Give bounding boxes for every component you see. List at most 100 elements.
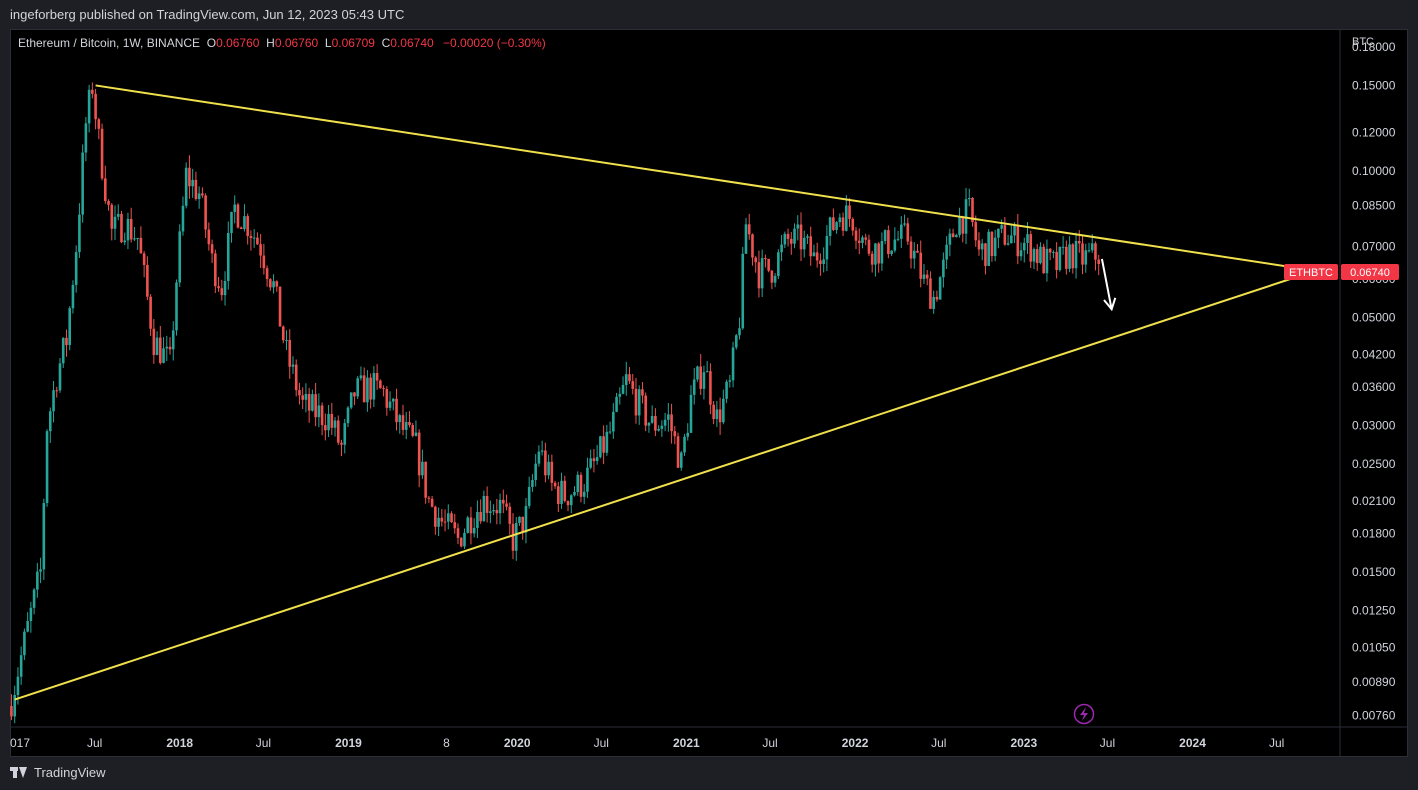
candle-body (605, 431, 609, 453)
candle-body (269, 279, 272, 288)
price-axis-tick: 0.02100 (1352, 494, 1396, 508)
candle-body (479, 511, 482, 522)
trendline (95, 84, 1316, 272)
candle-body (709, 371, 712, 405)
tradingview-logo-icon[interactable] (10, 767, 28, 778)
time-axis-tick: 2020 (504, 736, 531, 750)
candle-body (725, 381, 728, 399)
time-axis-tick: Jul (87, 736, 102, 750)
candle-body (74, 252, 78, 285)
candle-body (288, 340, 292, 367)
candle-body (977, 240, 981, 250)
candle-body (129, 218, 133, 240)
candle-body (967, 197, 971, 200)
candle-body (560, 480, 563, 504)
candle-body (1061, 246, 1065, 248)
candle-body (948, 233, 952, 245)
candle-body (1065, 246, 1068, 269)
candle-body (812, 252, 816, 257)
candle-body (236, 204, 240, 228)
footer: TradingView (10, 765, 106, 780)
time-axis-tick: Jul (762, 736, 777, 750)
candle-body (692, 379, 696, 395)
candle-body (469, 517, 473, 534)
lightning-icon[interactable] (1073, 703, 1095, 725)
candle-body (993, 237, 997, 257)
candle-body (1048, 248, 1052, 253)
price-axis-tick: 0.01800 (1352, 526, 1396, 540)
candle-body (815, 252, 819, 261)
candle-body (39, 569, 42, 572)
candle-body (738, 328, 741, 336)
candle-body (984, 243, 987, 266)
candle-body (1019, 250, 1023, 257)
candle-body (514, 522, 518, 551)
candle-body (275, 281, 279, 287)
candle-body (534, 463, 537, 481)
candle-body (971, 197, 974, 223)
candle-body (647, 422, 651, 426)
candle-body (955, 235, 958, 238)
legend-open-label: O (206, 36, 217, 50)
price-tag-value-bg (1341, 264, 1399, 280)
candle-body (870, 253, 874, 265)
candle-body (450, 513, 453, 523)
candle-body (45, 431, 49, 504)
candle-body (900, 224, 903, 239)
candle-body (734, 335, 738, 348)
footer-brand[interactable]: TradingView (34, 765, 106, 780)
candle-body (951, 233, 955, 238)
price-axis-tick: 0.12000 (1352, 126, 1396, 140)
candle-body (867, 239, 871, 254)
candle-body (71, 284, 75, 309)
candle-body (712, 404, 715, 420)
candle-body (230, 211, 233, 234)
candle-body (987, 231, 990, 266)
candle-body (654, 415, 657, 431)
chart-panel[interactable] (10, 29, 1408, 757)
candle-body (404, 421, 408, 430)
candle-body (252, 237, 256, 239)
candle-body (233, 204, 237, 212)
candle-body (116, 213, 120, 217)
candle-body (942, 259, 945, 278)
candle-body (446, 513, 450, 522)
candle-body (152, 328, 156, 355)
candle-body (61, 337, 65, 364)
time-axis-tick: 8 (443, 736, 450, 750)
time-axis-tick: 2018 (166, 736, 193, 750)
candle-body (356, 378, 359, 397)
candle-body (980, 243, 984, 250)
candle-body (777, 252, 780, 276)
candle-body (896, 238, 900, 240)
candle-body (935, 296, 939, 300)
candle-body (107, 200, 110, 205)
candle-body (573, 491, 576, 496)
candle-body (841, 217, 845, 231)
candle-body (472, 527, 476, 534)
candle-body (699, 366, 702, 389)
candle-body (100, 128, 104, 179)
price-axis-tick: 0.05000 (1352, 311, 1396, 325)
candle-body (1081, 243, 1084, 265)
legend-change: −0.00020 (−0.30%) (443, 36, 546, 50)
candle-body (26, 621, 29, 632)
candle-body (932, 296, 935, 309)
price-axis-tick: 0.10000 (1352, 164, 1396, 178)
candle-body (1058, 246, 1062, 271)
legend-high-label: H (266, 36, 275, 50)
candle-body (489, 511, 492, 513)
candle-body (576, 474, 580, 492)
publish-header: ingeforberg published on TradingView.com… (10, 7, 405, 22)
legend-high-value: 0.06760 (274, 36, 319, 50)
trendline (14, 269, 1316, 701)
candle-body (925, 274, 929, 279)
candle-body (673, 431, 677, 437)
candle-body (845, 205, 848, 231)
time-axis-tick: 2023 (1010, 736, 1037, 750)
candle-body (663, 419, 667, 426)
candle-body (634, 388, 638, 416)
candle-body (366, 377, 369, 403)
candle-body (29, 607, 33, 622)
